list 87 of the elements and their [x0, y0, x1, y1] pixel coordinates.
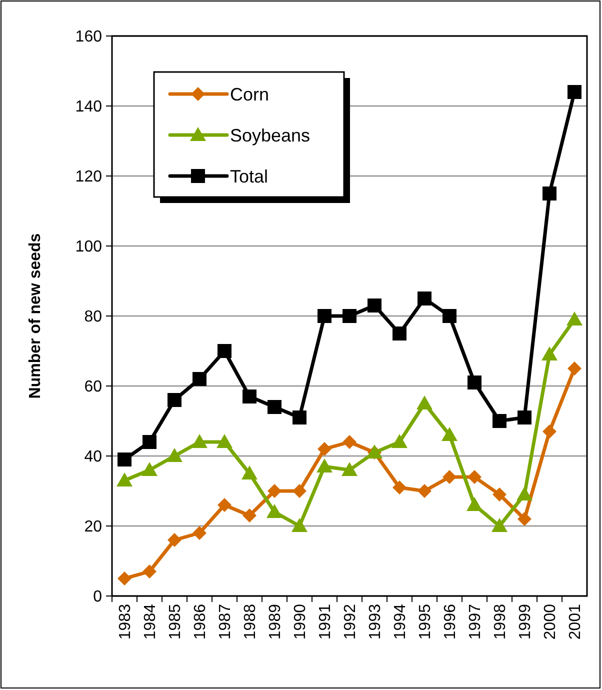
point [392, 434, 408, 448]
y-tick-label: 80 [84, 308, 102, 326]
y-tick-label: 140 [75, 98, 102, 116]
point [168, 393, 182, 407]
point [292, 484, 306, 498]
point [492, 518, 508, 532]
point [242, 466, 258, 480]
point [316, 458, 332, 472]
point [292, 410, 306, 424]
x-tick-label: 2000 [542, 604, 560, 640]
point [192, 526, 206, 540]
point [242, 508, 256, 522]
y-tick-label: 20 [84, 518, 102, 536]
point [442, 470, 456, 484]
x-tick-label: 1995 [417, 604, 434, 640]
legend-label: Soybeans [230, 125, 310, 146]
point [142, 564, 156, 578]
y-tick-label: 160 [75, 28, 102, 46]
y-tick-label: 60 [84, 378, 102, 396]
point [318, 309, 332, 323]
point [168, 533, 182, 547]
point [466, 497, 482, 511]
point [118, 572, 132, 586]
x-tick-label: 1992 [342, 604, 360, 640]
point [118, 452, 132, 466]
x-tick-label: 1986 [192, 604, 210, 640]
x-tick-label: 1997 [467, 604, 484, 640]
point [266, 504, 282, 518]
point [416, 396, 432, 410]
point [442, 427, 458, 441]
x-tick-label: 1989 [267, 604, 284, 640]
legend-label: Corn [230, 84, 270, 104]
point [568, 85, 582, 99]
x-tick-label: 1994 [392, 604, 410, 640]
point [392, 480, 406, 494]
point [268, 400, 282, 414]
x-tick-label: 1988 [242, 604, 260, 640]
point [292, 518, 308, 532]
x-tick-label: 1996 [442, 604, 460, 640]
point [516, 486, 532, 500]
point [566, 312, 582, 326]
point [268, 484, 282, 498]
point [342, 435, 356, 449]
point [542, 346, 558, 360]
y-tick-label: 120 [75, 168, 102, 186]
point [342, 462, 358, 476]
point [142, 435, 156, 449]
point [342, 309, 356, 323]
point [166, 448, 182, 462]
point [418, 292, 432, 306]
point [392, 326, 406, 340]
point [216, 434, 232, 448]
point [518, 410, 532, 424]
point [542, 424, 556, 438]
legend-label: Total [230, 166, 268, 186]
y-axis-title: Number of new seeds [27, 233, 44, 399]
x-tick-label: 1999 [517, 604, 534, 640]
point [218, 344, 232, 358]
y-tick-label: 40 [84, 448, 102, 466]
x-tick-label: 2001 [567, 604, 584, 640]
x-tick-label: 1991 [317, 604, 334, 640]
point [518, 512, 532, 526]
point [242, 390, 256, 404]
point [192, 434, 208, 448]
x-tick-label: 1985 [167, 604, 184, 640]
point [492, 488, 506, 502]
point [468, 470, 482, 484]
x-tick-label: 1983 [117, 604, 134, 640]
point [568, 362, 582, 376]
x-tick-label: 1990 [292, 604, 310, 640]
y-tick-label: 0 [93, 588, 102, 606]
point [142, 462, 158, 476]
x-tick-label: 1993 [367, 604, 384, 640]
point [542, 186, 556, 200]
point [318, 442, 332, 456]
x-tick-label: 1998 [492, 604, 510, 640]
x-tick-label: 1987 [217, 604, 234, 640]
point [492, 414, 506, 428]
point [418, 484, 432, 498]
y-tick-label: 100 [75, 238, 102, 256]
point [368, 298, 382, 312]
x-tick-label: 1984 [142, 604, 160, 640]
point [116, 472, 132, 486]
point [218, 498, 232, 512]
point [468, 376, 482, 390]
point [192, 372, 206, 386]
point [442, 309, 456, 323]
